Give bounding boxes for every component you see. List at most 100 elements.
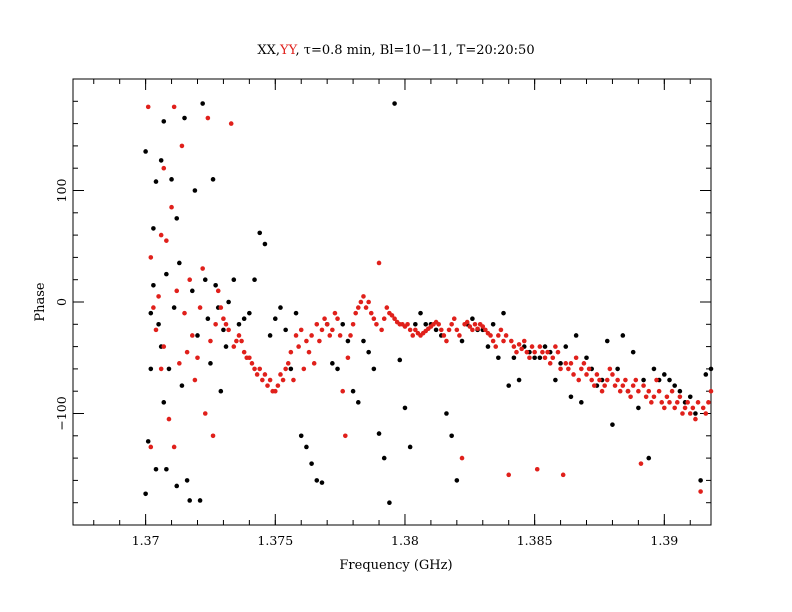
data-point [174,288,180,294]
data-point [407,444,413,450]
data-point [703,372,709,377]
data-point [262,241,268,247]
title-part: , τ=0.8 min, Bl=10−11, T=20:20:50 [296,43,535,58]
data-point [298,433,304,439]
data-point [158,158,164,163]
data-point [693,416,698,422]
data-point [366,299,371,305]
data-point [545,349,550,355]
data-point [597,377,602,383]
data-point [272,316,278,322]
data-point [488,333,493,338]
data-point [267,333,273,338]
data-point [350,322,356,327]
x-tick-label: 1.385 [517,533,553,548]
data-point [651,366,657,372]
data-point [184,478,190,483]
data-point [454,478,460,483]
data-point [617,388,623,394]
data-point [641,383,646,388]
data-point [278,305,283,310]
data-point [407,327,413,333]
data-point [584,372,589,377]
data-point [283,366,288,372]
data-points [143,101,714,506]
data-point [654,377,659,383]
data-point [628,394,633,400]
data-point [182,115,187,121]
data-point [490,322,496,327]
data-point [506,472,512,478]
data-point [687,411,693,416]
data-point [148,366,154,372]
data-point [145,104,151,110]
data-point [511,344,517,349]
data-point [649,400,654,405]
x-tick-label: 1.38 [391,533,419,548]
data-point [213,322,218,327]
data-point [503,333,509,338]
data-point [498,327,504,333]
data-point [537,355,543,361]
data-point [252,366,257,372]
data-point [291,377,296,383]
data-point [262,372,268,377]
data-point [568,361,574,366]
data-point [210,177,216,182]
data-point [306,349,312,355]
data-point [459,338,465,344]
y-tick-label: −100 [54,396,69,430]
data-point [293,333,299,338]
data-point [433,327,439,333]
data-point [511,355,517,361]
data-point [656,388,662,394]
data-point [563,361,569,366]
data-point [615,377,620,383]
data-point [485,344,491,349]
data-point [687,394,693,400]
data-point [174,483,180,489]
data-point [555,349,561,355]
data-point [387,500,392,506]
data-point [573,333,579,338]
data-point [371,316,377,322]
data-point [607,366,613,372]
data-point [288,349,294,355]
data-point [571,372,576,377]
data-point [241,316,247,322]
y-tick-label: 100 [54,179,69,203]
data-point [413,327,418,333]
y-tick-label: 0 [54,298,69,306]
data-point [296,344,301,349]
data-point [195,355,200,361]
data-point [436,322,441,327]
data-point [659,400,665,405]
data-point [698,489,703,494]
data-point [208,361,213,366]
data-point [418,310,423,316]
data-point [353,310,358,316]
data-point [532,355,537,361]
data-point [568,394,574,400]
data-point [662,372,667,377]
data-point [589,377,594,383]
series-xx [143,101,714,506]
data-point [667,377,672,383]
data-point [389,313,395,318]
data-point [161,400,167,405]
data-point [247,355,252,361]
data-point [529,344,535,349]
data-point [205,316,211,322]
data-point [332,310,338,316]
data-point [249,361,255,366]
data-point [643,394,649,400]
data-point [524,349,530,355]
data-point [602,383,607,388]
data-point [236,322,242,327]
data-point [267,377,273,383]
data-point [636,388,641,394]
data-point [319,327,325,333]
data-point [169,177,174,182]
data-point [501,338,506,344]
data-point [182,310,187,316]
